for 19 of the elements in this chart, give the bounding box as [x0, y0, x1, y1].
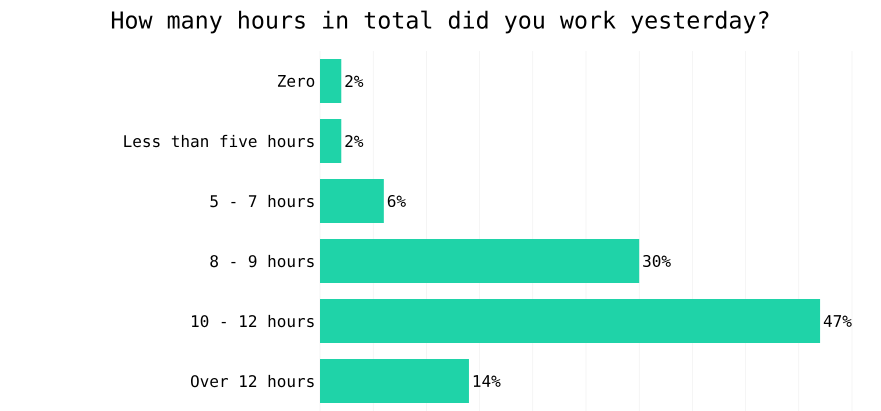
- data-label: 14%: [474, 375, 501, 387]
- y-tick-label: Zero: [278, 75, 314, 87]
- bar: [320, 359, 469, 404]
- bar: [320, 119, 342, 164]
- chart-title: How many hours in total did you work yesterday?: [112, 10, 768, 34]
- bar: [320, 239, 640, 284]
- bar: [320, 299, 820, 344]
- y-tick-label: 10 - 12 hours: [192, 314, 314, 328]
- data-label: 2%: [345, 75, 364, 87]
- y-tick-label: 5 - 7 hours: [210, 194, 314, 208]
- y-tick-label: 8 - 9 hours: [210, 254, 314, 268]
- data-label: 47%: [824, 315, 852, 327]
- bar: [320, 179, 384, 224]
- data-label: 2%: [345, 135, 364, 147]
- y-tick-label: Less than five hours: [124, 134, 314, 148]
- y-tick-label: Over 12 hours: [190, 374, 314, 388]
- bar: [320, 59, 342, 104]
- data-label: 6%: [388, 194, 406, 208]
- data-label: 30%: [643, 254, 671, 268]
